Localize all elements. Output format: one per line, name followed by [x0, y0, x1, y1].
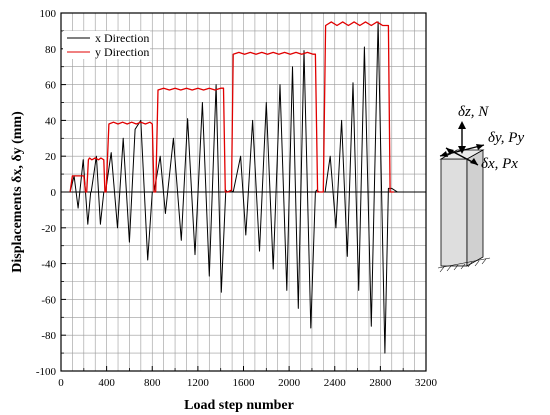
load-arrow-x-icon: [445, 147, 479, 166]
x-tick-label: 3200: [415, 377, 438, 389]
legend-box: [63, 31, 150, 59]
series-line-y-direction: [69, 21, 395, 193]
x-tick-label: 1200: [187, 377, 210, 389]
y-axis-ticks: -100 -80 -60 -40 -20 0 20 40 60 80 100: [36, 8, 66, 378]
x-tick-label: 0: [58, 377, 64, 389]
series-layer: [69, 21, 398, 354]
dz-label: δz, N: [458, 104, 489, 120]
y-tick-label: -20: [41, 223, 56, 235]
x-tick-label: 1600: [233, 377, 256, 389]
dy-label: δy, Py: [488, 130, 524, 146]
fixed-support-hatch: [437, 257, 491, 273]
y-tick-label: 40: [45, 115, 57, 127]
y-axis-title: Displacements δx, δy (mm): [10, 111, 25, 273]
load-arrow-y-icon: [439, 144, 485, 157]
x-tick-label: 400: [98, 377, 115, 389]
legend: x Direction y Direction: [63, 31, 150, 59]
y-tick-label: -80: [41, 330, 56, 342]
y-tick-label: 60: [45, 80, 57, 92]
load-arrow-z-icon: [458, 121, 466, 154]
x-axis-title: Load step number: [184, 398, 294, 413]
y-tick-label: 20: [45, 151, 57, 163]
x-tick-label: 2400: [324, 377, 347, 389]
y-tick-label: -40: [41, 259, 56, 271]
y-tick-label: -60: [41, 294, 56, 306]
x-tick-label: 2800: [369, 377, 392, 389]
y-tick-label: 100: [40, 8, 57, 20]
x-tick-label: 2000: [278, 377, 301, 389]
y-tick-label: 0: [51, 187, 57, 199]
specimen-diagram: δz, N δy, Py δx, Px: [437, 104, 524, 273]
legend-label-x-direction: x Direction: [95, 31, 149, 45]
dx-label: δx, Px: [481, 156, 518, 172]
x-axis-ticks: 0 400 800 1200 1600 2000 2400 2800 3200: [58, 366, 438, 389]
specimen-front-face: [440, 158, 468, 267]
y-tick-label: -100: [36, 366, 57, 378]
x-tick-label: 800: [144, 377, 161, 389]
y-tick-label: 80: [45, 44, 57, 56]
plot-area: 0 400 800 1200 1600 2000 2400 2800 3200 -100-80-…: [36, 8, 438, 389]
legend-label-y-direction: y Direction: [95, 45, 149, 59]
